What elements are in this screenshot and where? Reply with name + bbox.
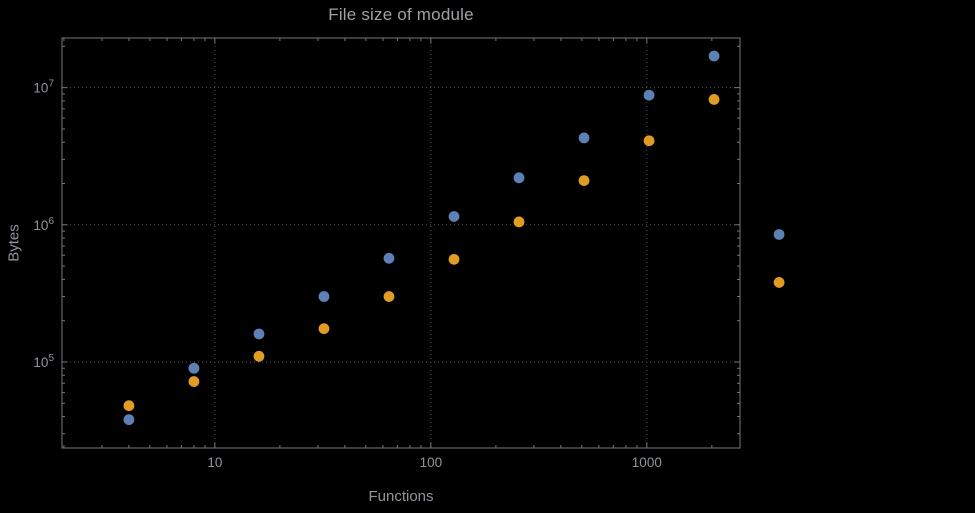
data-point-blue-series bbox=[123, 414, 135, 426]
x-axis-label: Functions bbox=[368, 488, 434, 505]
data-point-orange-series bbox=[578, 175, 590, 186]
x-tick-label: 10 bbox=[207, 455, 222, 470]
data-point-orange-series bbox=[643, 135, 655, 147]
data-point-blue-series bbox=[578, 132, 590, 144]
data-point-blue-series bbox=[643, 89, 655, 101]
plot-frame bbox=[61, 37, 741, 449]
data-point-orange-series bbox=[383, 291, 395, 302]
x-tick-label: 100 bbox=[420, 455, 443, 470]
y-tick-label: 105 bbox=[33, 353, 54, 370]
data-point-orange-series bbox=[123, 400, 135, 412]
data-point-orange-series bbox=[253, 350, 265, 362]
data-point-blue-series bbox=[773, 229, 785, 240]
y-tick-label: 107 bbox=[33, 79, 54, 96]
chart-title: File size of module bbox=[328, 5, 474, 24]
data-point-orange-series bbox=[448, 253, 460, 265]
data-point-blue-series bbox=[513, 172, 525, 184]
data-point-orange-series bbox=[513, 216, 525, 228]
data-point-blue-series bbox=[708, 50, 720, 62]
data-point-blue-series bbox=[253, 328, 265, 340]
data-point-blue-series bbox=[318, 291, 330, 302]
data-point-orange-series bbox=[773, 277, 785, 288]
data-point-blue-series bbox=[383, 252, 395, 264]
y-axis-label: Bytes bbox=[5, 224, 23, 262]
data-point-blue-series bbox=[188, 362, 200, 374]
data-point-orange-series bbox=[708, 94, 720, 105]
data-point-orange-series bbox=[188, 376, 200, 387]
y-tick-label: 106 bbox=[33, 216, 54, 233]
x-tick-label: 1000 bbox=[632, 455, 662, 470]
data-point-orange-series bbox=[318, 323, 330, 335]
data-point-blue-series bbox=[448, 211, 460, 222]
